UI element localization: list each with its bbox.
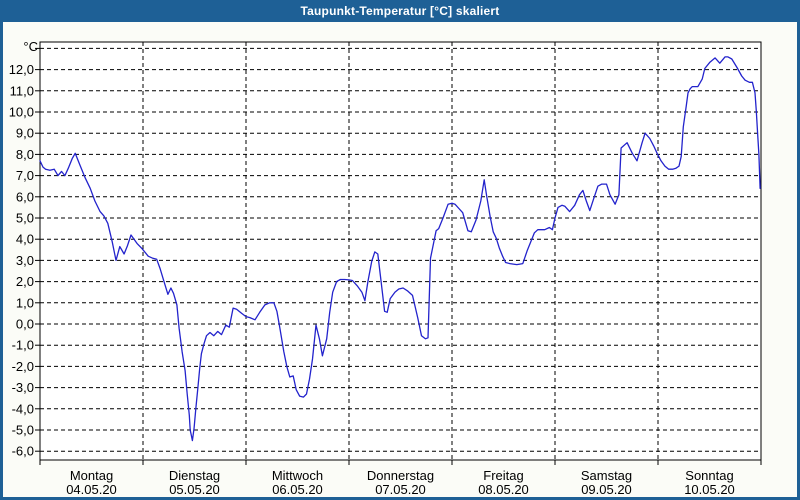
day-date-label: 05.05.20 (169, 482, 220, 497)
chart-panel: 12,0 11,0 10,0 9,0 8,0 7,0 6,0 5,0 4,0 3,0 2,0 1,0 0… (3, 22, 797, 497)
y-tick-label: 2,0 (16, 274, 34, 289)
axes (35, 41, 762, 465)
y-tick-label: -4,0 (12, 401, 34, 416)
y-tick-label: -3,0 (12, 380, 34, 395)
dewpoint-line-series (39, 56, 761, 442)
gridlines (40, 42, 761, 460)
y-tick-label: 5,0 (16, 211, 34, 226)
plot-border (39, 41, 762, 461)
window-title: Taupunkt-Temperatur [°C] skaliert (300, 4, 500, 18)
y-tick-label: -1,0 (12, 338, 34, 353)
chart-canvas: 12,0 11,0 10,0 9,0 8,0 7,0 6,0 5,0 4,0 3,0 2,0 1,0 0… (9, 39, 762, 497)
y-tick-label: 7,0 (16, 168, 34, 183)
y-tick-label: 8,0 (16, 147, 34, 162)
day-date-label: 08.05.20 (478, 482, 529, 497)
day-name-label: Montag (70, 468, 113, 483)
y-tick-label: 4,0 (16, 232, 34, 247)
day-date-label: 07.05.20 (375, 482, 426, 497)
plot-area (40, 42, 761, 460)
y-tick-label: 11,0 (10, 83, 34, 98)
y-axis-labels: 12,0 11,0 10,0 9,0 8,0 7,0 6,0 5,0 4,0 3,0 2,0 1,0 0… (9, 39, 38, 459)
y-tick-label: 3,0 (16, 253, 34, 268)
day-name-label: Freitag (483, 468, 523, 483)
day-date-label: 04.05.20 (66, 482, 117, 497)
y-tick-label: -6,0 (12, 444, 34, 459)
y-tick-label: 6,0 (16, 189, 34, 204)
day-name-label: Donnerstag (367, 468, 434, 483)
day-date-label: 09.05.20 (581, 482, 632, 497)
y-tick-label: -2,0 (12, 359, 34, 374)
day-name-label: Dienstag (169, 468, 220, 483)
day-name-label: Samstag (581, 468, 632, 483)
y-tick-label: 12,0 (9, 62, 34, 77)
y-tick-label: -5,0 (12, 423, 34, 438)
day-date-label: 06.05.20 (272, 482, 323, 497)
window-title-bar[interactable]: Taupunkt-Temperatur [°C] skaliert (0, 0, 800, 22)
y-tick-label: 9,0 (16, 126, 34, 141)
day-name-label: Sonntag (685, 468, 733, 483)
y-tick-label: 1,0 (16, 295, 34, 310)
day-date-label: 10.05.20 (684, 482, 735, 497)
y-axis-unit-label: °C (23, 39, 38, 54)
day-name-label: Mittwoch (272, 468, 323, 483)
y-tick-label: 10,0 (9, 105, 34, 120)
y-tick-label: 0,0 (16, 317, 34, 332)
